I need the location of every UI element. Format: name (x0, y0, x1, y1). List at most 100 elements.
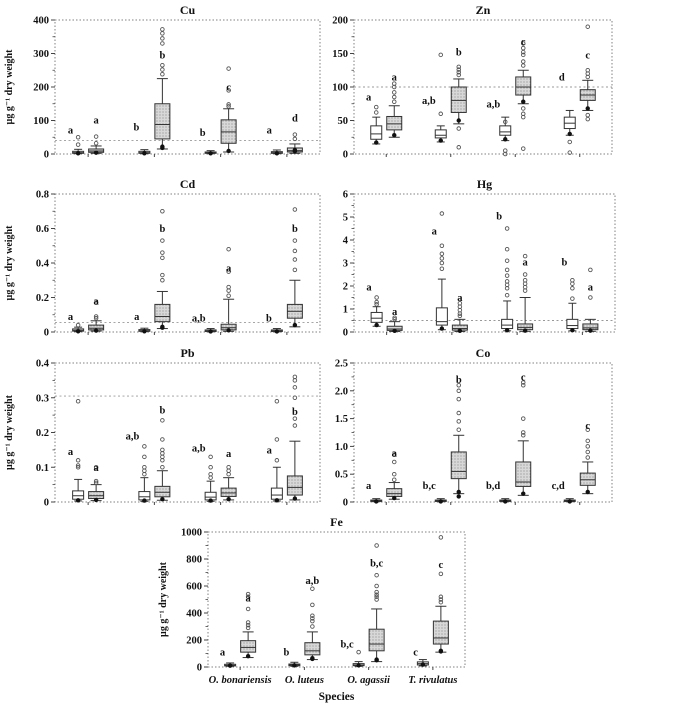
outlier-point (160, 36, 165, 41)
y-tick-label: 0 (343, 328, 348, 339)
outlier-point (520, 52, 526, 58)
outlier-point (292, 423, 298, 428)
outlier-point (457, 300, 463, 306)
outlier-point (520, 106, 526, 111)
outlier-point (456, 67, 461, 72)
outlier-point (520, 114, 526, 120)
significance-letter-gray: a (246, 594, 252, 605)
outlier-point (439, 260, 445, 266)
outlier-point (245, 620, 251, 625)
significance-letter-white: b (284, 648, 290, 659)
y-tick-label: 200 (332, 16, 348, 27)
outlier-point (310, 613, 315, 618)
significance-letter-white: b (562, 257, 568, 268)
panel-plot-svg: Zn 0 50 100 150 200 a a a,b b a,b c d c (332, 3, 613, 161)
panel-pb: Pb 0 0.1 0.2 0.3 0.4 µg g⁻¹ dry weight a a a,b b a,… (0, 346, 330, 513)
significance-letter-gray: c (226, 83, 231, 94)
significance-letter-gray: b (159, 405, 165, 416)
panel-title: Fe (330, 515, 343, 529)
outlier-point (439, 266, 445, 271)
outlier-point (520, 382, 526, 388)
outlier-point (75, 322, 81, 328)
outlier-point (567, 150, 572, 155)
percentile-point (456, 494, 461, 499)
percentile-point (142, 151, 147, 156)
percentile-point (456, 489, 461, 495)
outlier-point (226, 293, 231, 299)
outlier-point (226, 246, 231, 252)
panel-title: Hg (477, 177, 492, 191)
outlier-point (226, 104, 231, 109)
box-white (370, 311, 383, 323)
outlier-point (160, 464, 165, 470)
significance-letter-gray: b (159, 51, 165, 62)
significance-letter-white: b (496, 211, 502, 222)
outlier-point (374, 104, 379, 110)
percentile-point (208, 329, 213, 334)
outlier-point (292, 257, 298, 262)
outlier-point (75, 142, 81, 147)
outlier-point (93, 314, 99, 319)
percentile-point (588, 328, 593, 333)
outlier-point (520, 380, 526, 385)
panel-plot-svg: Cd 0 0.2 0.4 0.6 0.8 µg g⁻¹ dry weight a a a b a,b a… (4, 177, 321, 339)
significance-letter-gray: a (226, 264, 232, 275)
y-tick-label: 50 (338, 116, 349, 127)
significance-letter-white: d (559, 72, 565, 83)
percentile-point (292, 322, 298, 328)
outlier-point (391, 99, 397, 104)
percentile-point (585, 489, 590, 495)
y-axis-label: µg g⁻¹ dry weight (4, 49, 15, 125)
outlier-point (142, 454, 147, 460)
y-tick-label: 4 (343, 236, 349, 247)
significance-letter-gray: b,c (370, 559, 383, 570)
y-tick-label: 2 (343, 282, 348, 293)
y-tick-label: 0.2 (36, 428, 49, 439)
significance-letter-white: a (267, 445, 273, 456)
outlier-point (142, 444, 147, 449)
outlier-point (567, 139, 572, 145)
box-gray (368, 628, 385, 652)
outlier-point (226, 464, 231, 470)
y-tick-label: 5 (343, 213, 348, 224)
percentile-point (310, 656, 315, 661)
percentile-point (567, 131, 572, 137)
percentile-point (274, 329, 280, 334)
outlier-point (374, 572, 379, 578)
outlier-point (522, 277, 528, 283)
y-tick-label: 100 (332, 83, 348, 94)
box-gray (515, 461, 532, 487)
outlier-point (456, 72, 461, 78)
significance-letter-gray: b (159, 224, 165, 235)
percentile-point (392, 495, 397, 501)
significance-letter-white: a,b (192, 444, 206, 455)
panel-zn: Zn 0 50 100 150 200 a a a,b b a,b c d c (322, 0, 622, 177)
box-gray (286, 475, 303, 496)
y-tick-label: 400 (186, 609, 202, 620)
outlier-point (310, 624, 315, 629)
outlier-point (160, 31, 165, 36)
outlier-point (160, 41, 165, 46)
percentile-point (392, 133, 397, 138)
y-tick-label: 2.0 (335, 386, 348, 397)
percentile-point (567, 499, 572, 504)
panel-plot-svg: Cu 0 100 200 300 400 µg g⁻¹ dry weight a a b b b c a d (4, 3, 321, 161)
percentile-point (570, 327, 575, 333)
significance-letter-gray: c (521, 37, 526, 48)
y-tick-label: 1 (343, 305, 348, 316)
outlier-point (93, 315, 99, 321)
box-white (435, 307, 448, 326)
percentile-point (374, 499, 379, 504)
outlier-point (245, 622, 251, 628)
outlier-point (570, 286, 575, 291)
outlier-point (75, 464, 81, 470)
outlier-point (504, 279, 510, 284)
outlier-point (245, 625, 251, 631)
outlier-point (585, 438, 591, 444)
outlier-point (374, 295, 379, 300)
box-gray (240, 640, 257, 653)
box-gray (304, 642, 321, 656)
percentile-point (521, 99, 526, 104)
outlier-point (374, 583, 379, 589)
percentile-point (93, 150, 99, 155)
